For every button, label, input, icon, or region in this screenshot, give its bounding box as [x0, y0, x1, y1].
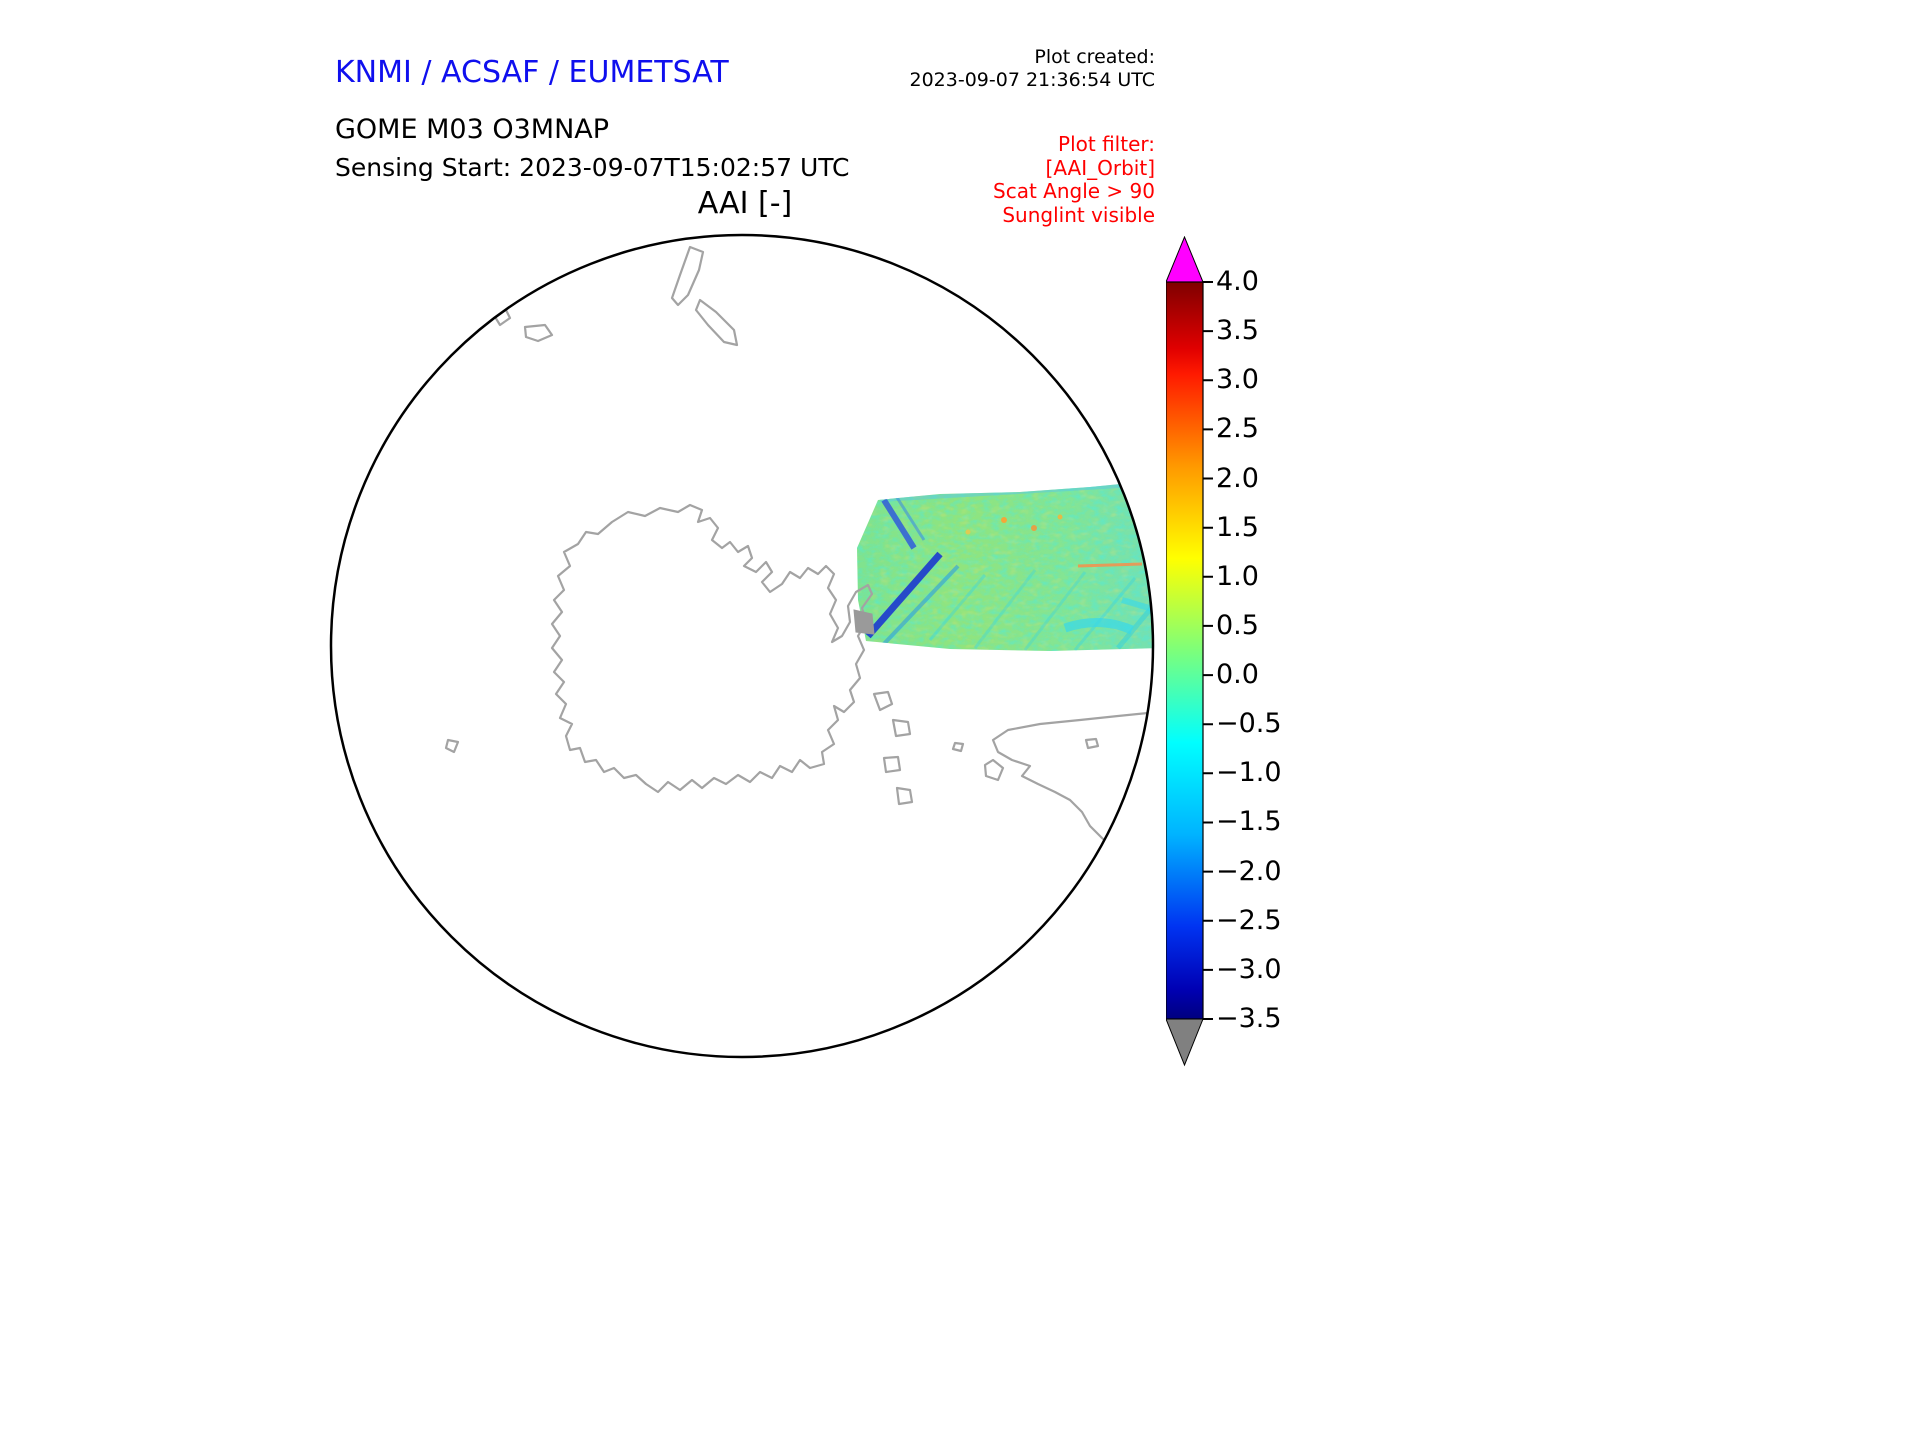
plot-filter-line: Scat Angle > 90: [993, 179, 1155, 203]
colorbar-tick-label: 3.0: [1216, 364, 1259, 396]
south-america-coastline: [991, 710, 1153, 876]
plot-filter-block: Plot filter: [AAI_Orbit] Scat Angle > 90…: [993, 132, 1155, 227]
colorbar-tick-label: 3.5: [1216, 315, 1259, 347]
colorbar-gradient: [1166, 281, 1204, 1020]
colorbar: [1166, 236, 1213, 1067]
instrument-product-title: GOME M03 O3MNAP: [335, 114, 610, 145]
colorbar-tick-label: −1.0: [1216, 757, 1282, 789]
peninsula-tip-landmass: [853, 609, 875, 635]
colorbar-tick-label: −3.0: [1216, 953, 1282, 985]
colorbar-tick-label: 1.0: [1216, 560, 1259, 592]
plot-filter-line: Sunglint visible: [1002, 202, 1155, 227]
colorbar-tick-marks: [1203, 281, 1213, 1020]
peninsula-islands-coastline: [872, 690, 914, 806]
antarctica-coastline: [550, 503, 874, 794]
colorbar-tick-labels: 4.0 3.5 3.0 2.5 2.0 1.5 1.0 0.5 0.0 −0.5…: [1216, 264, 1282, 1037]
map-boundary-circle: [329, 233, 1155, 1059]
plot-created-timestamp: 2023-09-07 21:36:54 UTC: [909, 69, 1156, 91]
small-island: [444, 738, 460, 754]
colorbar-tick-label: 4.0: [1216, 266, 1259, 297]
plot-title: AAI [-]: [697, 186, 793, 221]
tierra-del-fuego-coastline: [951, 737, 1100, 782]
aai-data-swath: [857, 480, 1153, 651]
colorbar-tick-label: 2.0: [1216, 462, 1259, 494]
organisation-title: KNMI / ACSAF / EUMETSAT: [335, 55, 729, 90]
colorbar-tick-label: −0.5: [1216, 708, 1282, 740]
colorbar-tick-label: 0.0: [1216, 659, 1259, 690]
plot-filter-line: [AAI_Orbit]: [1045, 155, 1155, 180]
colorbar-tick-label: −1.5: [1216, 806, 1282, 838]
plot-created-label: Plot created:: [1034, 46, 1155, 68]
plot-created-block: Plot created: 2023-09-07 21:36:54 UTC: [910, 46, 1156, 92]
colorbar-tick-label: −3.5: [1216, 1002, 1282, 1034]
new-zealand-coastline: [670, 245, 739, 347]
plot-filter-title: Plot filter:: [1058, 132, 1155, 156]
sensing-start-line: Sensing Start: 2023-09-07T15:02:57 UTC: [335, 153, 850, 182]
colorbar-tick-label: 0.5: [1216, 609, 1259, 641]
colorbar-under-range-arrow: [1166, 1018, 1204, 1067]
colorbar-tick-label: 1.5: [1216, 511, 1259, 543]
colorbar-over-range-arrow: [1166, 236, 1204, 283]
colorbar-tick-label: −2.0: [1216, 855, 1282, 887]
colorbar-tick-label: 2.5: [1216, 413, 1259, 445]
colorbar-tick-label: −2.5: [1216, 904, 1282, 936]
